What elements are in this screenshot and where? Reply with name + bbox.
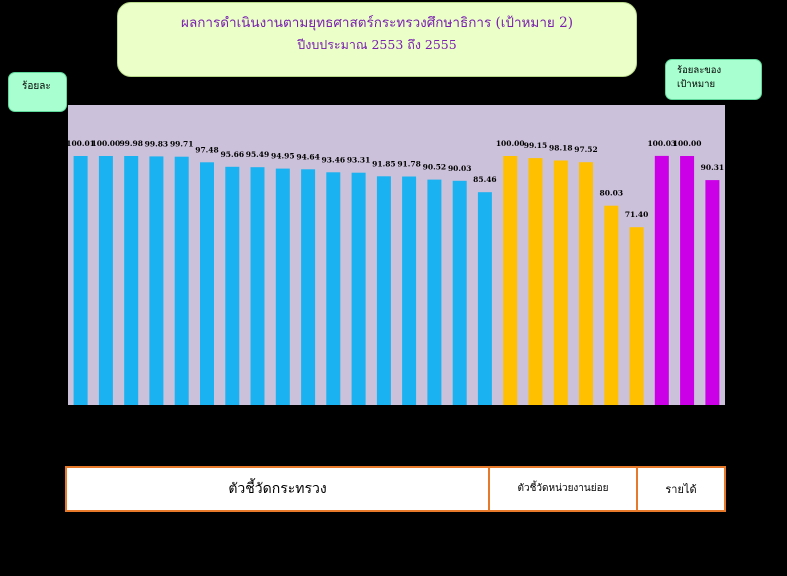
bar xyxy=(326,172,341,405)
data-label: 93.46 xyxy=(322,155,346,164)
bar xyxy=(98,156,113,405)
data-label: 99.83 xyxy=(145,139,169,148)
bar xyxy=(149,156,164,405)
bar xyxy=(528,158,543,405)
bar xyxy=(301,169,316,405)
bar xyxy=(275,168,290,405)
plot-area xyxy=(68,105,725,405)
chart-title-box: ผลการดำเนินงานตามยุทธศาสตร์กระทรวงศึกษาธ… xyxy=(117,2,637,77)
bar xyxy=(604,205,619,405)
bar xyxy=(477,192,492,405)
data-label: 97.52 xyxy=(574,145,598,154)
bar xyxy=(579,162,593,405)
bar xyxy=(427,179,442,405)
data-label: 99.15 xyxy=(524,141,548,150)
category-cell-subunit: ตัวชี้วัดหน่วยงานย่อย xyxy=(490,468,638,510)
category-table: ตัวชี้วัดกระทรวง ตัวชี้วัดหน่วยงานย่อย ร… xyxy=(65,466,726,512)
bars-group xyxy=(73,155,720,405)
data-label: 100.00 xyxy=(673,139,702,148)
bar xyxy=(174,156,189,405)
bar xyxy=(225,166,240,405)
bar xyxy=(376,176,391,405)
category-cell-ministry: ตัวชี้วัดกระทรวง xyxy=(67,468,490,510)
bar xyxy=(200,162,214,405)
data-label: 80.03 xyxy=(600,189,624,198)
data-label: 91.85 xyxy=(372,159,396,168)
bar xyxy=(629,227,644,405)
bar xyxy=(351,172,366,405)
data-label: 90.31 xyxy=(701,163,725,172)
bar xyxy=(553,160,568,405)
data-label: 94.64 xyxy=(296,152,320,161)
data-label: 95.49 xyxy=(246,150,270,159)
data-label: 99.98 xyxy=(119,139,143,148)
category-cell-revenue: รายได้ xyxy=(665,483,697,496)
data-label: 71.40 xyxy=(625,210,649,219)
legend-box: ร้อยละของ เป้าหมาย xyxy=(665,59,762,100)
data-label: 94.95 xyxy=(271,152,295,161)
bar xyxy=(680,156,695,405)
data-label: 99.71 xyxy=(170,140,194,149)
data-label: 97.48 xyxy=(195,145,219,154)
bar xyxy=(503,156,518,405)
legend-label: ร้อยละของ เป้าหมาย xyxy=(677,65,722,90)
bar xyxy=(124,156,139,405)
y-unit-label: ร้อยละ xyxy=(8,72,67,112)
data-label: 90.03 xyxy=(448,164,472,173)
data-label: 100.00 xyxy=(496,139,525,148)
data-label: 91.78 xyxy=(397,160,421,169)
data-label: 100.01 xyxy=(66,139,95,148)
data-label: 93.31 xyxy=(347,156,371,165)
data-label: 95.66 xyxy=(221,150,245,159)
data-label: 100.00 xyxy=(92,139,121,148)
bar xyxy=(402,176,417,405)
chart-title: ผลการดำเนินงานตามยุทธศาสตร์กระทรวงศึกษาธ… xyxy=(181,15,573,31)
data-label: 100.03 xyxy=(647,139,676,148)
chart-subtitle: ปีงบประมาณ 2553 ถึง 2555 xyxy=(297,37,457,52)
data-label: 90.52 xyxy=(423,163,447,172)
bar xyxy=(452,180,467,405)
bar xyxy=(73,156,88,405)
bar xyxy=(250,167,265,405)
bar xyxy=(654,155,669,405)
data-label: 98.18 xyxy=(549,144,573,153)
bar xyxy=(705,180,720,405)
data-label: 85.46 xyxy=(473,175,497,184)
